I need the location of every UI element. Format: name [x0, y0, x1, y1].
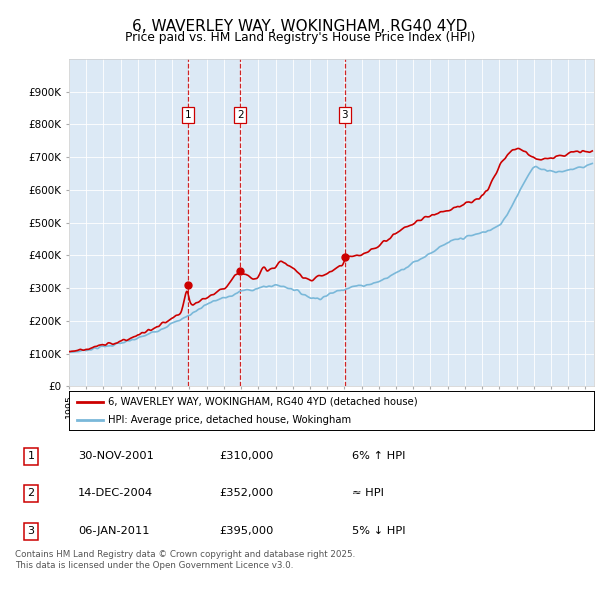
Text: £310,000: £310,000 — [220, 451, 274, 461]
Text: 30-NOV-2001: 30-NOV-2001 — [78, 451, 154, 461]
Text: This data is licensed under the Open Government Licence v3.0.: This data is licensed under the Open Gov… — [15, 560, 293, 569]
Text: 3: 3 — [341, 110, 348, 120]
Text: 1: 1 — [185, 110, 191, 120]
Text: 6, WAVERLEY WAY, WOKINGHAM, RG40 4YD (detached house): 6, WAVERLEY WAY, WOKINGHAM, RG40 4YD (de… — [109, 396, 418, 407]
Text: 6% ↑ HPI: 6% ↑ HPI — [352, 451, 406, 461]
Text: £395,000: £395,000 — [220, 526, 274, 536]
Text: Contains HM Land Registry data © Crown copyright and database right 2025.: Contains HM Land Registry data © Crown c… — [15, 550, 355, 559]
Text: 5% ↓ HPI: 5% ↓ HPI — [352, 526, 406, 536]
Text: ≈ HPI: ≈ HPI — [352, 488, 384, 498]
Text: 1: 1 — [28, 451, 35, 461]
Text: 3: 3 — [28, 526, 35, 536]
Text: HPI: Average price, detached house, Wokingham: HPI: Average price, detached house, Woki… — [109, 415, 352, 425]
Text: 2: 2 — [28, 488, 35, 498]
Text: 14-DEC-2004: 14-DEC-2004 — [78, 488, 154, 498]
Text: 2: 2 — [237, 110, 244, 120]
Text: £352,000: £352,000 — [220, 488, 274, 498]
Text: 6, WAVERLEY WAY, WOKINGHAM, RG40 4YD: 6, WAVERLEY WAY, WOKINGHAM, RG40 4YD — [133, 19, 467, 34]
Text: Price paid vs. HM Land Registry's House Price Index (HPI): Price paid vs. HM Land Registry's House … — [125, 31, 475, 44]
Text: 06-JAN-2011: 06-JAN-2011 — [78, 526, 150, 536]
